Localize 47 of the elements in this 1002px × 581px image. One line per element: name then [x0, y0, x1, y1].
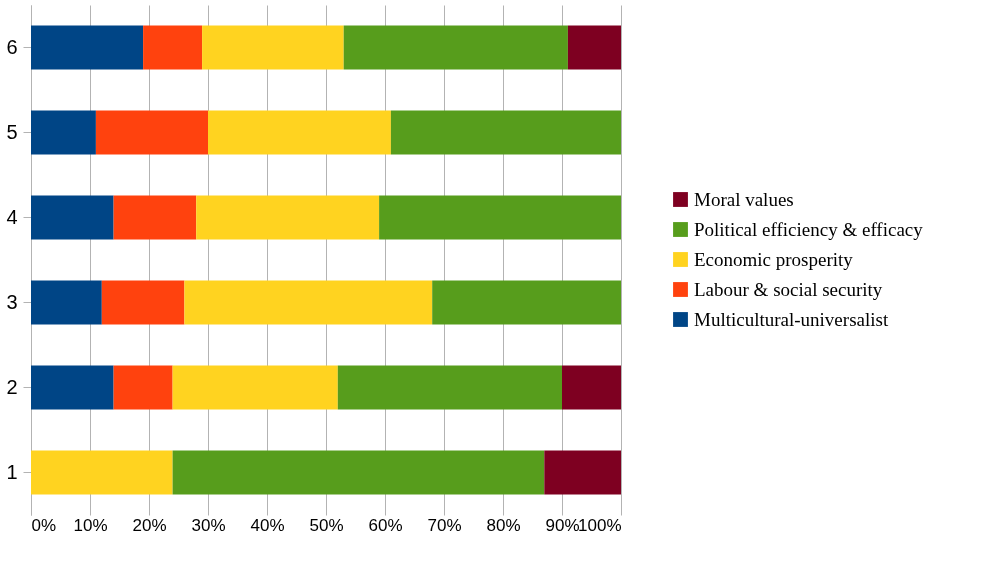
bar: [544, 450, 621, 495]
bar: [113, 195, 197, 240]
bar: [337, 365, 562, 410]
bar: [31, 365, 114, 410]
bar: [196, 195, 380, 240]
bar: [113, 365, 173, 410]
bar: [31, 195, 114, 240]
bar: [343, 25, 568, 70]
x-tick-label: 0%: [31, 515, 57, 535]
x-tick-label: 20%: [132, 515, 167, 535]
x-tick-label: 40%: [250, 515, 285, 535]
bar: [31, 450, 173, 495]
bar: [390, 110, 621, 155]
y-tick-label: 2: [6, 375, 18, 398]
bar: [172, 450, 545, 495]
y-tick-label: 3: [6, 290, 18, 313]
bar: [95, 110, 208, 155]
legend-label: Labour & social security: [694, 278, 883, 300]
x-tick-label: 10%: [73, 515, 108, 535]
bar: [184, 280, 433, 325]
legend-label: Economic prosperity: [694, 248, 854, 270]
y-tick-label: 6: [6, 35, 18, 58]
bar: [562, 365, 621, 410]
x-tick-label: 80%: [486, 515, 521, 535]
x-tick-label: 100%: [578, 515, 622, 535]
bar: [432, 280, 621, 325]
legend-label: Moral values: [694, 188, 794, 210]
x-tick-label: 30%: [191, 515, 226, 535]
legend-label: Political efficiency & efficacy: [694, 218, 924, 240]
bar: [172, 365, 338, 410]
bar: [31, 25, 144, 70]
x-tick-label: 50%: [309, 515, 344, 535]
bar: [379, 195, 621, 240]
bar: [31, 280, 102, 325]
bar: [31, 110, 96, 155]
bar: [202, 25, 344, 70]
y-tick-label: 4: [6, 205, 18, 228]
bar: [208, 110, 391, 155]
y-tick-label: 1: [6, 460, 18, 483]
bar: [567, 25, 621, 70]
bar: [143, 25, 203, 70]
x-tick-label: 90%: [545, 515, 580, 535]
bar: [101, 280, 185, 325]
x-tick-label: 70%: [427, 515, 462, 535]
x-tick-label: 60%: [368, 515, 403, 535]
legend-label: Multicultural-universalist: [694, 308, 889, 330]
y-tick-label: 5: [6, 120, 18, 143]
